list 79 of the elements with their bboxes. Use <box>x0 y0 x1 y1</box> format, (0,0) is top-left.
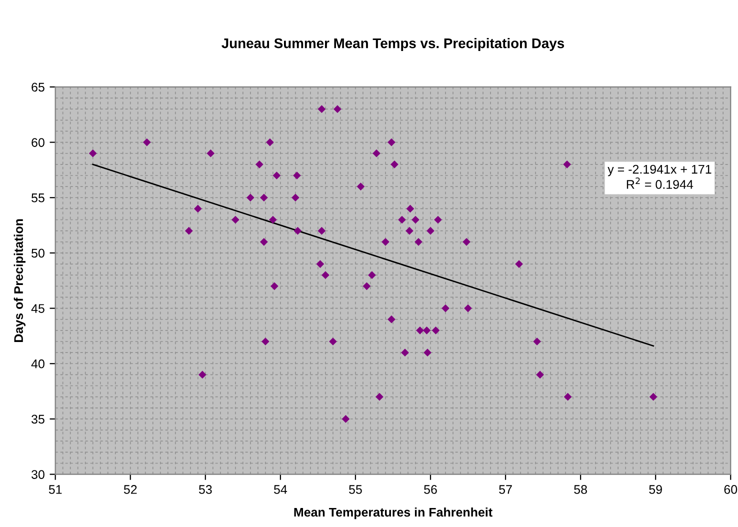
point <box>266 138 274 146</box>
point <box>356 182 365 190</box>
point <box>342 415 350 423</box>
point <box>142 138 151 146</box>
point <box>231 216 240 224</box>
point <box>272 172 281 180</box>
point <box>334 105 342 114</box>
point <box>406 204 414 213</box>
point <box>649 392 658 401</box>
point <box>198 370 206 379</box>
point <box>388 138 396 146</box>
point <box>398 216 406 224</box>
y-tick-label: 30 <box>32 470 44 479</box>
point <box>462 238 470 246</box>
point <box>401 348 409 356</box>
point <box>422 326 431 334</box>
point <box>316 260 324 268</box>
annotation: y = -2.1941x + 171 <box>608 164 712 176</box>
point <box>434 216 442 224</box>
point <box>416 326 424 334</box>
point <box>246 194 254 202</box>
point <box>269 216 277 224</box>
x-tick-label: 55 <box>349 485 362 494</box>
y-tick-label: 60 <box>32 138 44 147</box>
point <box>184 226 193 235</box>
point <box>406 226 414 235</box>
point <box>382 238 390 246</box>
x-tick-label: 51 <box>48 485 62 494</box>
point <box>318 105 326 114</box>
point <box>464 304 472 312</box>
x-tick-label: 52 <box>124 485 137 494</box>
point <box>329 338 337 346</box>
point <box>376 392 384 401</box>
point <box>414 238 422 246</box>
x-tick-label: 57 <box>499 485 512 494</box>
point <box>362 282 371 290</box>
y-tick-label: 40 <box>31 359 44 368</box>
point <box>260 238 268 246</box>
point <box>260 194 268 202</box>
point <box>293 172 301 180</box>
point <box>262 338 270 346</box>
point <box>390 160 398 168</box>
point <box>88 149 97 158</box>
point <box>294 226 302 235</box>
point <box>536 370 544 379</box>
point <box>368 271 376 280</box>
x-tick-label: 60 <box>724 485 738 494</box>
chart-title: Juneau Summer Mean Temps vs. Precipitation Days <box>222 38 564 51</box>
point <box>194 204 202 213</box>
point <box>432 326 440 334</box>
point <box>322 271 330 280</box>
point <box>533 338 541 346</box>
point <box>388 315 396 324</box>
x-tick-label: 53 <box>198 485 212 494</box>
point <box>564 392 572 401</box>
y-tick-label: 55 <box>32 194 44 202</box>
y-tick-label: 50 <box>32 248 44 258</box>
point <box>426 226 434 235</box>
point <box>424 348 432 356</box>
point <box>442 304 450 312</box>
y-axis-title: Days of Precipitation <box>14 219 26 342</box>
y-tick-label: 35 <box>32 414 44 424</box>
point <box>515 260 523 268</box>
point <box>563 160 571 168</box>
point <box>318 226 326 235</box>
y-tick-label: 65 <box>32 82 44 92</box>
point <box>292 194 300 202</box>
annotation: R$^{2}$ = 0.1944 <box>626 177 694 189</box>
x-tick-label: 56 <box>424 485 437 494</box>
x-tick-label: 59 <box>649 485 662 494</box>
y-tick-label: 45 <box>31 304 44 313</box>
point <box>270 282 278 290</box>
point <box>206 149 215 158</box>
x-axis-title: Mean Temperatures in Fahrenheit <box>294 507 492 520</box>
x-tick-label: 54 <box>274 485 288 494</box>
point <box>372 149 380 158</box>
point <box>256 160 264 168</box>
x-tick-label: 58 <box>574 485 587 494</box>
point <box>412 216 420 224</box>
